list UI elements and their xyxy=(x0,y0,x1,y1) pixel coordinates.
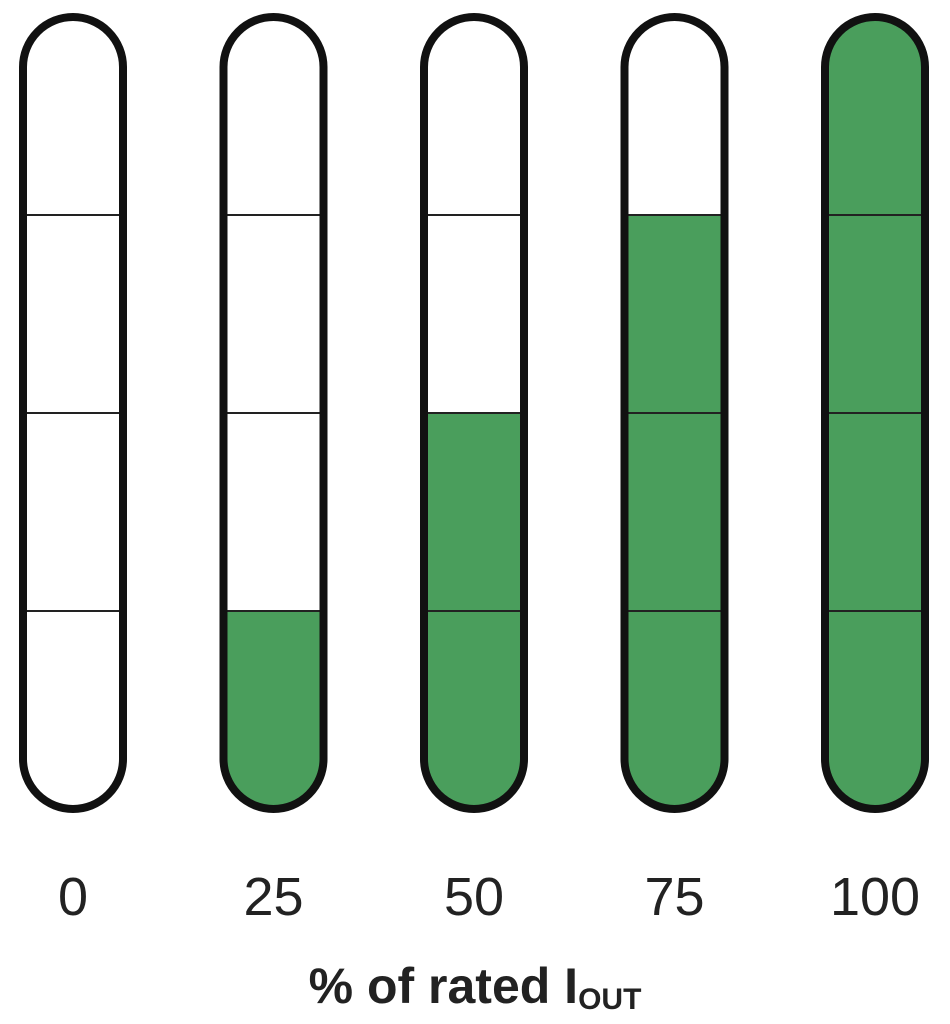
bar-fill xyxy=(223,611,324,809)
tube xyxy=(223,214,324,809)
x-tick-label: 0 xyxy=(58,867,88,927)
tube xyxy=(825,17,925,809)
tube-outline xyxy=(219,13,328,813)
x-axis-label: % of rated IOUT xyxy=(309,958,642,1016)
x-axis-label-subscript: OUT xyxy=(578,983,641,1016)
tube-outline xyxy=(821,13,929,813)
tube xyxy=(624,214,725,809)
x-tick-label: 25 xyxy=(243,867,303,927)
x-axis-label-main: % of rated I xyxy=(309,958,578,1014)
x-tick-label: 100 xyxy=(830,867,920,927)
tube xyxy=(23,214,123,612)
tube-outline xyxy=(420,13,528,813)
tube-outline xyxy=(19,13,127,813)
tube xyxy=(424,214,524,809)
bar-fill xyxy=(624,215,725,809)
x-tick-label: 50 xyxy=(444,867,504,927)
x-tick-label: 75 xyxy=(644,867,704,927)
tube-outline xyxy=(620,13,729,813)
